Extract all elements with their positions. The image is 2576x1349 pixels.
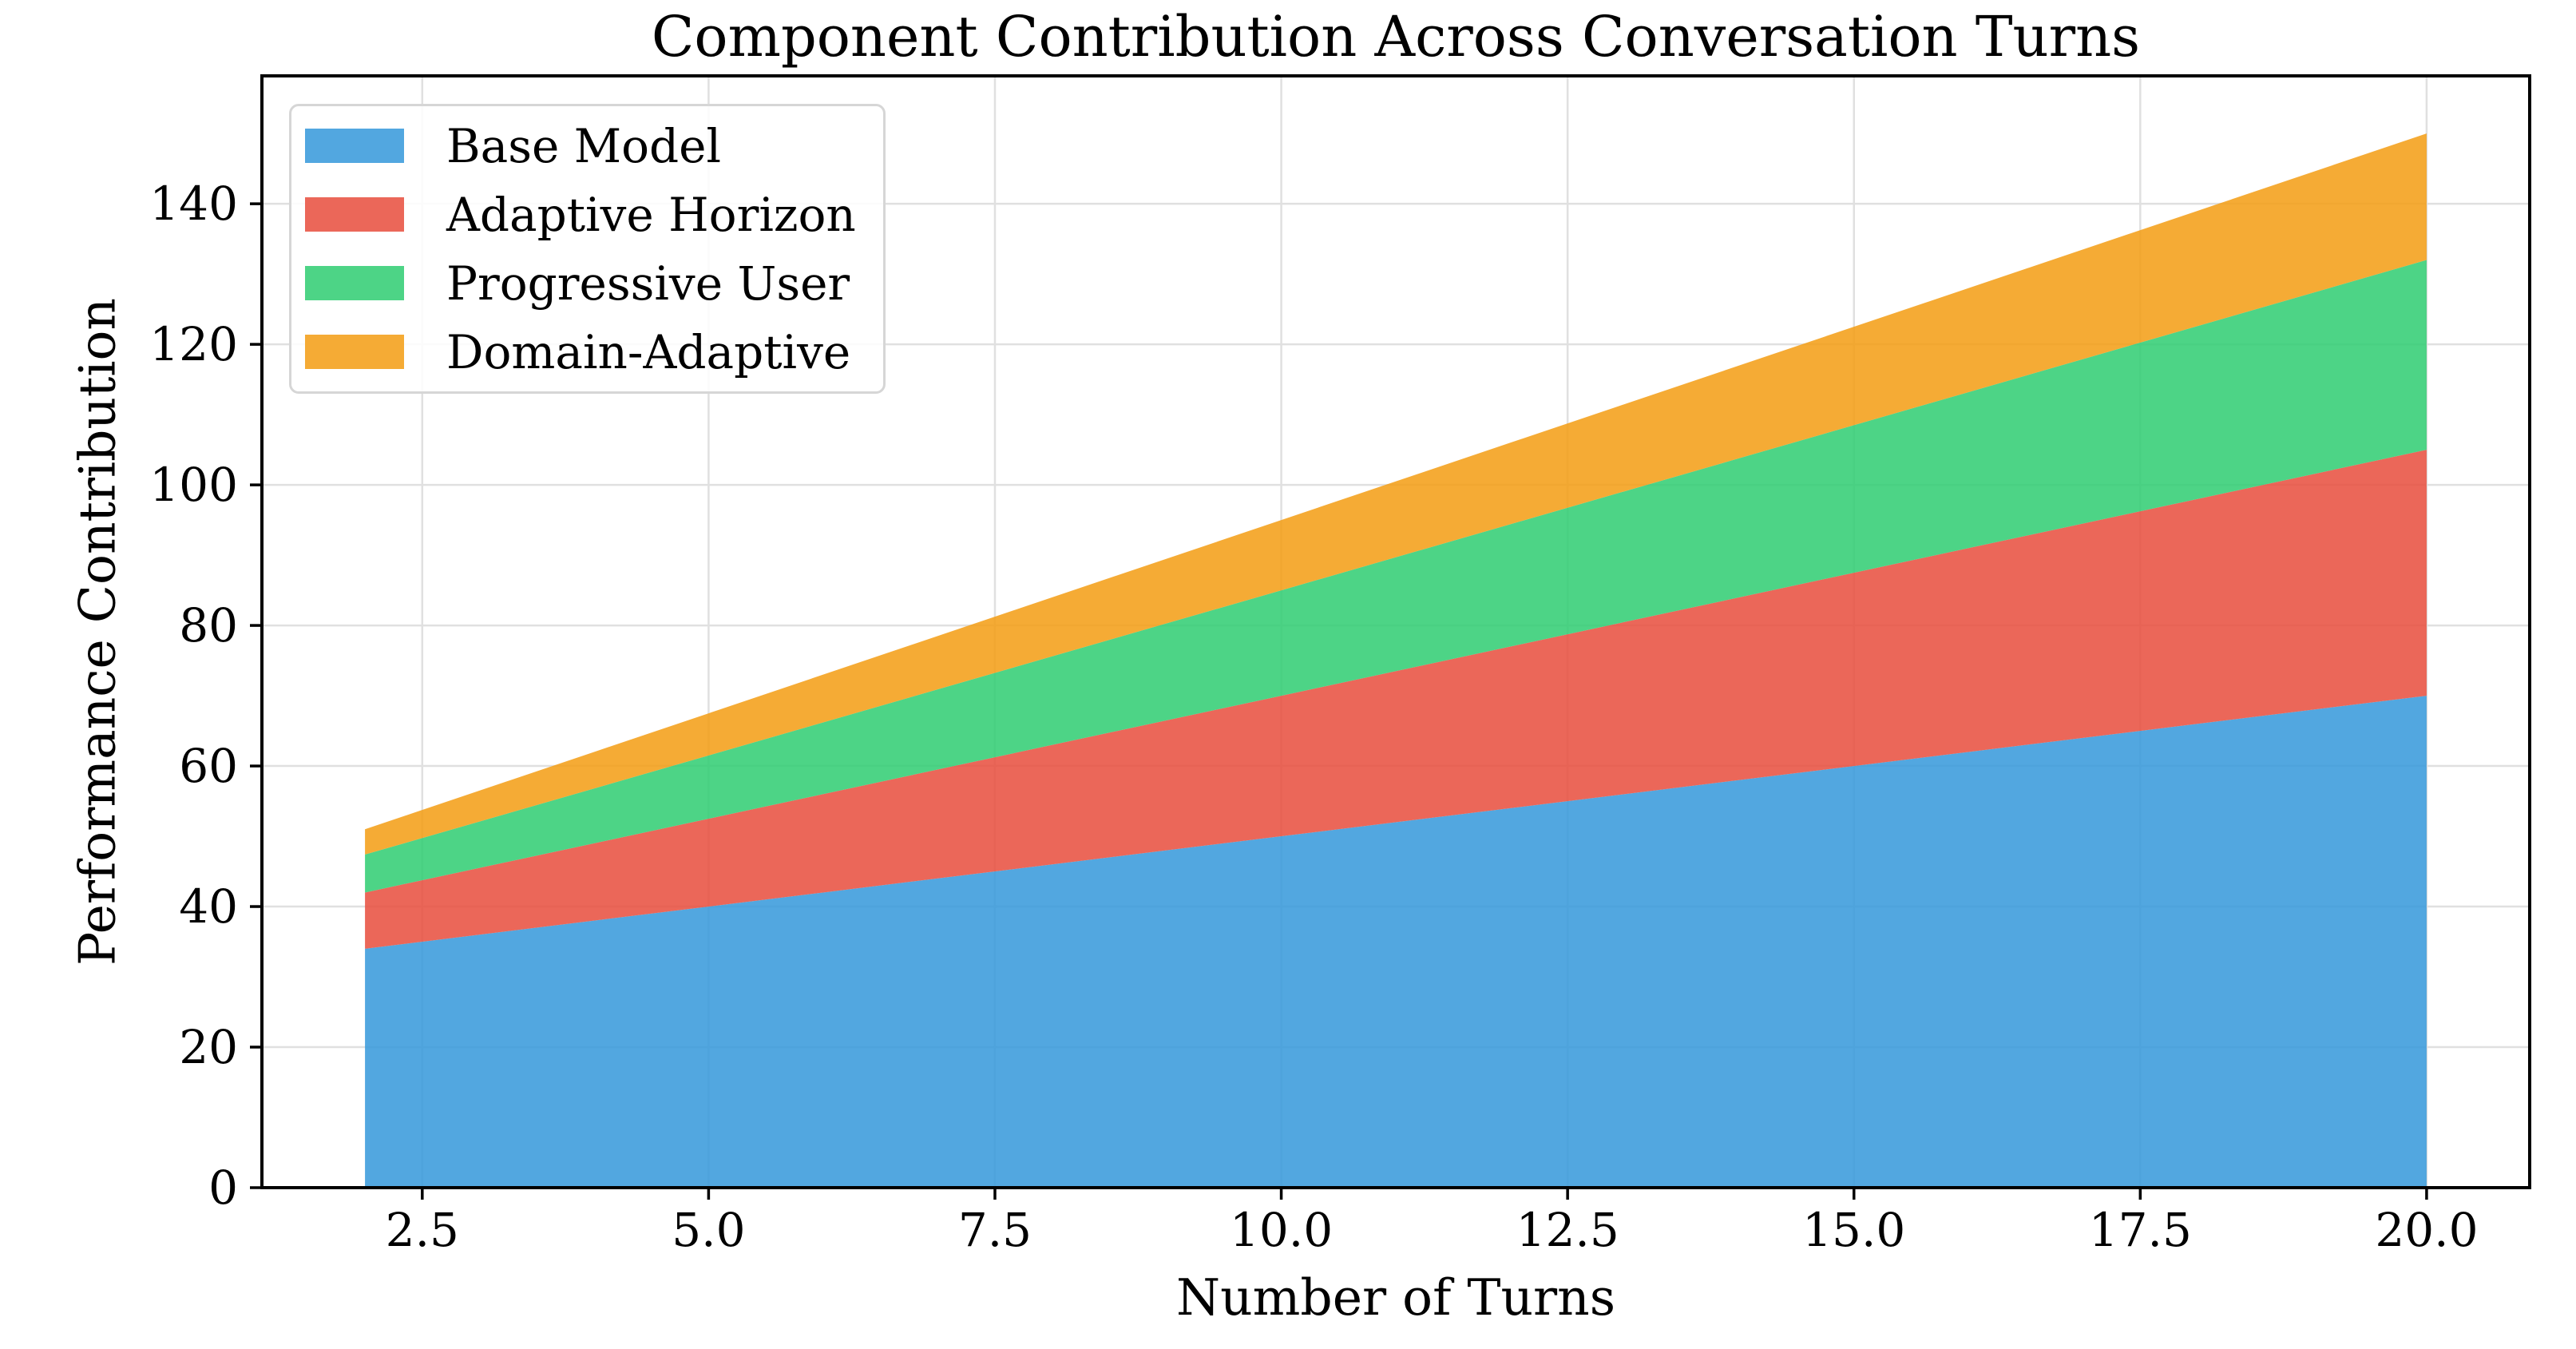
legend-item-base-model: Base Model <box>291 112 883 180</box>
x-tick-label: 12.5 <box>1516 1203 1619 1257</box>
chart-title: Component Contribution Across Conversati… <box>651 4 2141 69</box>
axes-spines <box>260 74 2531 1189</box>
y-tick-label: 100 <box>149 458 238 512</box>
legend-item-progressive-user: Progressive User <box>291 249 883 317</box>
x-tick-label: 5.0 <box>672 1203 745 1257</box>
area-domain-adaptive <box>365 133 2427 855</box>
y-tick-label: 0 <box>208 1161 238 1215</box>
y-tick-label: 80 <box>179 598 238 653</box>
x-tick-label: 17.5 <box>2089 1203 2192 1257</box>
legend: Base Model Adaptive Horizon Progressive … <box>289 104 886 394</box>
x-tick-label: 2.5 <box>386 1203 459 1257</box>
legend-swatch-progressive-user <box>305 266 404 300</box>
area-adaptive-horizon <box>365 450 2427 949</box>
y-tick-label: 140 <box>149 177 238 231</box>
y-tick-label: 20 <box>179 1020 238 1074</box>
y-tick-label: 40 <box>179 879 238 934</box>
legend-swatch-adaptive-horizon <box>305 197 404 232</box>
legend-item-domain-adaptive: Domain-Adaptive <box>291 318 883 386</box>
legend-swatch-base-model <box>305 129 404 163</box>
legend-label: Progressive User <box>446 256 850 311</box>
x-tick-label: 15.0 <box>1802 1203 1905 1257</box>
y-axis-label: Performance Contribution <box>68 298 127 966</box>
legend-label: Adaptive Horizon <box>446 187 856 242</box>
y-tick-label: 60 <box>179 739 238 793</box>
legend-label: Base Model <box>446 118 722 173</box>
x-axis-label: Number of Turns <box>1175 1268 1616 1327</box>
area-progressive-user <box>365 260 2427 893</box>
y-tick-label: 120 <box>149 317 238 371</box>
legend-item-adaptive-horizon: Adaptive Horizon <box>291 181 883 248</box>
area-base-model <box>365 696 2427 1188</box>
x-tick-label: 20.0 <box>2375 1203 2478 1257</box>
legend-swatch-domain-adaptive <box>305 335 404 369</box>
legend-label: Domain-Adaptive <box>446 324 851 379</box>
x-tick-label: 10.0 <box>1230 1203 1333 1257</box>
x-tick-label: 7.5 <box>958 1203 1032 1257</box>
